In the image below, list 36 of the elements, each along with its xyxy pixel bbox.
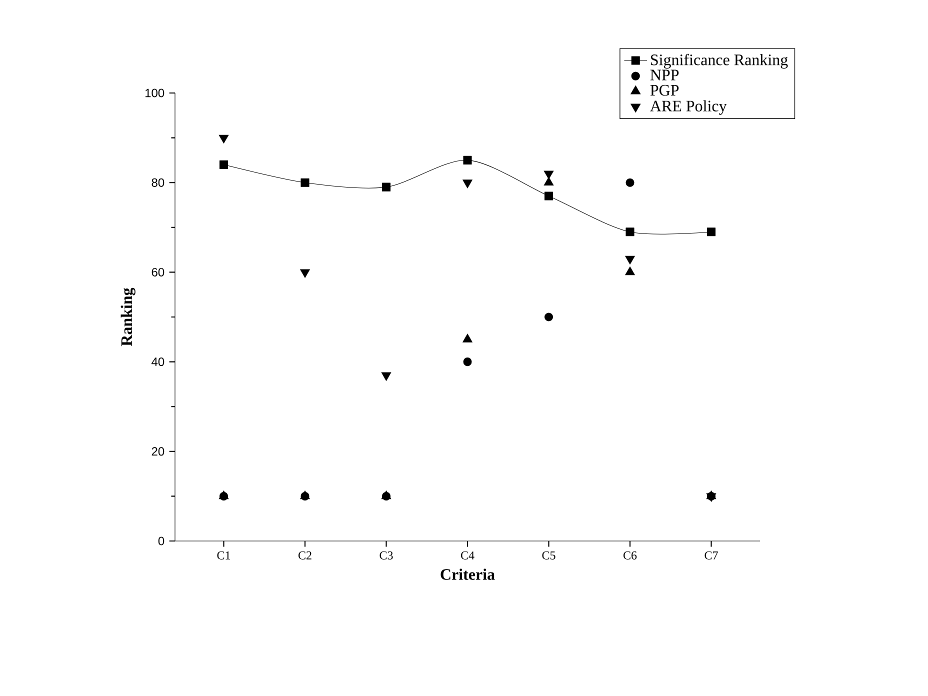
point: [300, 178, 310, 187]
point: [463, 358, 472, 366]
y-tick-label: 60: [152, 268, 164, 276]
point: [706, 228, 716, 236]
point: [544, 170, 554, 180]
point: [626, 178, 634, 187]
point: [219, 160, 228, 169]
y-axis-title: Ranking: [120, 288, 136, 346]
point: [544, 192, 554, 200]
point: [462, 334, 472, 342]
point: [626, 228, 634, 236]
y-tick-label: 100: [145, 88, 164, 98]
x-tick-label: C4: [461, 551, 474, 560]
y-tick-label: 20: [152, 447, 164, 456]
point: [462, 180, 472, 188]
point: [463, 156, 472, 164]
x-tick-label: C5: [542, 551, 556, 560]
x-tick-label: C6: [624, 551, 637, 560]
point: [625, 256, 635, 264]
y-tick-label: 80: [152, 178, 164, 187]
y-tick-label: 40: [152, 358, 164, 366]
x-tick-label: C2: [298, 551, 312, 560]
point: [625, 266, 635, 276]
legend-label: PGP: [650, 84, 679, 96]
x-tick-label: C3: [380, 551, 393, 560]
point: [218, 134, 229, 144]
legend-label: ARE Policy: [650, 100, 727, 115]
x-tick-label: C7: [704, 551, 718, 560]
point: [544, 312, 554, 322]
x-axis-title: Criteria: [440, 568, 495, 580]
legend-label: NPP: [650, 70, 679, 80]
legend-label: Significance Ranking: [650, 54, 788, 69]
x-tick-label: C1: [217, 551, 230, 560]
y-tick-label: 0: [158, 536, 164, 546]
point: [300, 269, 310, 278]
point: [382, 182, 391, 192]
